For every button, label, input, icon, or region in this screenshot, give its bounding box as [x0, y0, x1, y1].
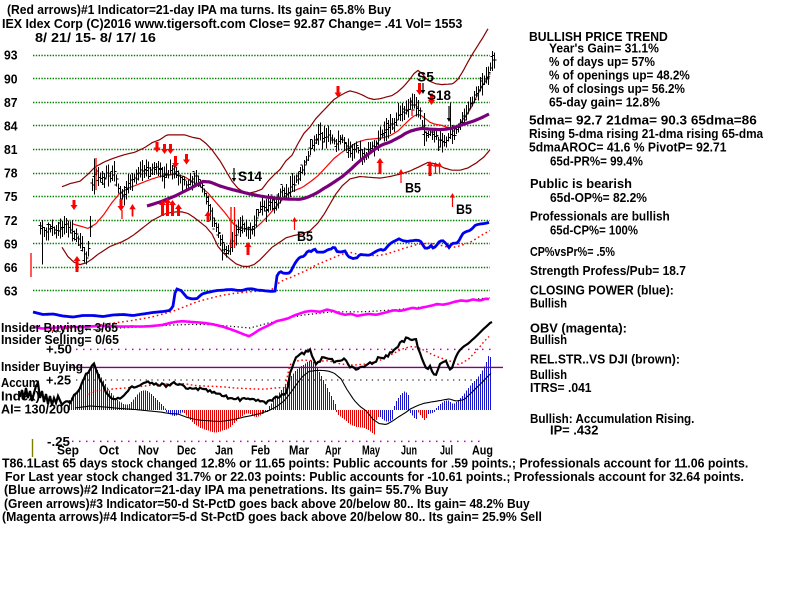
svg-text:65-day gain= 12.8%: 65-day gain= 12.8% — [549, 95, 660, 110]
svg-text:72: 72 — [4, 213, 17, 227]
svg-text:IP= .432: IP= .432 — [550, 422, 598, 437]
svg-text:Bullish: Bullish — [530, 296, 567, 311]
svg-text:5dma= 92.7 21dma= 90.3 65dma=8: 5dma= 92.7 21dma= 90.3 65dma=86 — [529, 113, 757, 128]
svg-text:65d-CP%= 100%: 65d-CP%= 100% — [550, 223, 638, 238]
svg-text:93: 93 — [4, 48, 17, 62]
svg-text:B5: B5 — [405, 180, 421, 196]
svg-text:B5: B5 — [456, 202, 472, 218]
svg-text:Rising 5-dma rising 21-dma r: Rising 5-dma rising 21-dma rising 65-dma — [529, 126, 763, 141]
svg-text:+.25: +.25 — [46, 372, 71, 387]
svg-text:May: May — [362, 444, 381, 458]
svg-text:65d-PR%= 99.4%: 65d-PR%= 99.4% — [550, 154, 643, 169]
svg-text:CLOSING POWER (blue):: CLOSING POWER (blue): — [530, 283, 674, 298]
svg-text:81: 81 — [4, 143, 17, 157]
svg-text:66: 66 — [4, 261, 17, 275]
svg-text:AI= 130/200: AI= 130/200 — [1, 401, 70, 416]
svg-text:IEX Idex Corp (C)2016 www.ti: IEX Idex Corp (C)2016 www.tigersoft.com … — [2, 16, 462, 31]
svg-text:75: 75 — [4, 190, 17, 204]
svg-text:(Blue arrows)#2 Indicator=21-d: (Blue arrows)#2 Indicator=21-day IPA ma … — [4, 483, 448, 497]
svg-text:S5: S5 — [417, 70, 434, 85]
svg-text:Public is bearish: Public is bearish — [530, 176, 632, 191]
svg-text:B5: B5 — [297, 229, 313, 245]
svg-text:% of closings up= 56.2%: % of closings up= 56.2% — [549, 81, 685, 96]
svg-text:REL.STR..VS DJI (brown):: REL.STR..VS DJI (brown): — [530, 352, 680, 366]
svg-text:8/ 21/ 15- 8/ 17/ 16: 8/ 21/ 15- 8/ 17/ 16 — [35, 31, 156, 45]
svg-text:(Red arrows)#1 Indicator=21-da: (Red arrows)#1 Indicator=21-day IPA ma t… — [7, 3, 391, 17]
svg-text:Feb: Feb — [251, 442, 270, 457]
svg-text:Insider Buying= 3/65: Insider Buying= 3/65 — [1, 321, 118, 336]
svg-text:Accum: Accum — [1, 375, 39, 390]
svg-text:Year's Gain= 31.1%: Year's Gain= 31.1% — [549, 41, 659, 56]
svg-text:S18: S18 — [427, 88, 451, 103]
svg-text:63: 63 — [4, 284, 17, 298]
svg-text:Mar: Mar — [289, 443, 309, 458]
svg-text:T86.1Last 65 days stock change: T86.1Last 65 days stock changed 12.8% or… — [2, 456, 748, 470]
svg-text:5dmaAROC= 41.6 % PivotP= 92.7: 5dmaAROC= 41.6 % PivotP= 92.71 — [529, 140, 726, 154]
svg-text:+.50: +.50 — [46, 342, 72, 357]
svg-text:Bullish: Bullish — [530, 367, 567, 382]
svg-text:Aug: Aug — [472, 443, 493, 458]
svg-text:87: 87 — [4, 95, 17, 109]
svg-text:Jun: Jun — [401, 444, 417, 458]
svg-text:ITRS= .041: ITRS= .041 — [530, 381, 592, 395]
svg-text:Insider Selling= 0/65: Insider Selling= 0/65 — [1, 333, 119, 347]
svg-text:Dec: Dec — [177, 443, 196, 457]
svg-text:Strength Profess/Pub= 18.7: Strength Profess/Pub= 18.7 — [530, 264, 686, 279]
svg-text:For Last year stock changed 3: For Last year stock changed 31.7% or 22.… — [5, 470, 744, 484]
svg-text:Insider Buying: Insider Buying — [1, 359, 83, 374]
svg-text:(Green arrows)#3 Indicator=50-: (Green arrows)#3 Indicator=50-d St-PctD … — [4, 497, 530, 511]
svg-text:S14: S14 — [238, 169, 262, 184]
svg-text:84: 84 — [4, 119, 17, 133]
svg-text:69: 69 — [4, 237, 17, 251]
svg-text:(Magenta arrows)#4 Indicator=5: (Magenta arrows)#4 Indicator=5-d St-PctD… — [2, 510, 542, 524]
svg-text:% of openings up= 48.2%: % of openings up= 48.2% — [549, 68, 690, 83]
svg-text:-.25: -.25 — [47, 434, 70, 449]
svg-text:Index): Index) — [1, 389, 40, 404]
svg-text:Bullish: Bullish — [530, 332, 567, 347]
svg-text:CP%vsPr%= .5%: CP%vsPr%= .5% — [530, 244, 615, 259]
svg-text:65d-OP%= 82.2%: 65d-OP%= 82.2% — [550, 191, 647, 206]
svg-text:Jul: Jul — [440, 444, 453, 458]
svg-text:Nov: Nov — [138, 443, 159, 458]
svg-text:% of days up= 57%: % of days up= 57% — [549, 54, 655, 69]
svg-text:Jan: Jan — [215, 443, 233, 457]
svg-text:Bullish: Accumulation Rising.: Bullish: Accumulation Rising. — [530, 411, 694, 426]
svg-text:Sep: Sep — [57, 443, 79, 458]
svg-text:Apr: Apr — [325, 444, 341, 458]
svg-text:BULLISH PRICE TREND: BULLISH PRICE TREND — [529, 30, 668, 44]
svg-text:90: 90 — [4, 72, 17, 86]
svg-text:Oct: Oct — [99, 443, 120, 458]
svg-text:78: 78 — [4, 166, 17, 180]
svg-text:OBV (magenta):: OBV (magenta): — [530, 320, 627, 335]
svg-text:Professionals are bullish: Professionals are bullish — [530, 209, 670, 224]
